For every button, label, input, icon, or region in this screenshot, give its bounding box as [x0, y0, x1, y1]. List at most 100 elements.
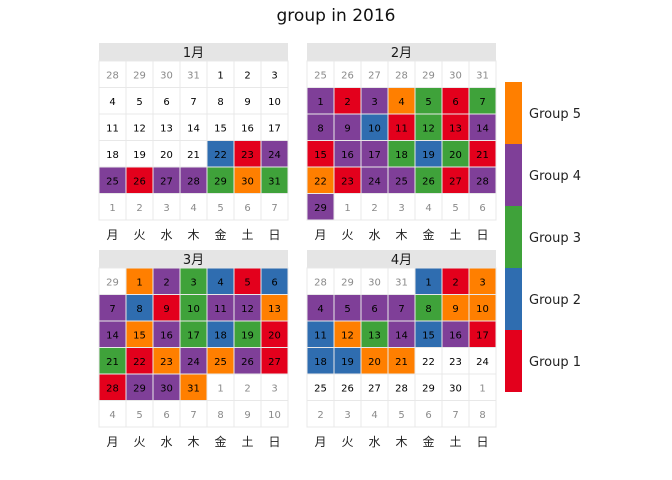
- day-number: 30: [449, 383, 462, 394]
- day-number: 29: [341, 277, 354, 288]
- day-number: 28: [314, 277, 327, 288]
- weekday-tick-label: 月: [314, 435, 326, 449]
- day-number: 2: [344, 97, 350, 108]
- day-cell: [260, 400, 289, 428]
- day-number: 11: [314, 330, 327, 341]
- day-number: 4: [109, 97, 115, 108]
- day-number: 13: [268, 304, 281, 315]
- legend-swatch: [505, 82, 522, 144]
- day-cell: [468, 87, 497, 115]
- weekday-tick-label: 木: [187, 228, 199, 242]
- day-number: 19: [341, 357, 354, 368]
- day-cell: [98, 60, 127, 88]
- day-cell: [125, 400, 154, 428]
- day-number: 3: [371, 97, 377, 108]
- day-number: 5: [425, 97, 431, 108]
- day-number: 5: [398, 410, 404, 421]
- day-cell: [152, 193, 181, 221]
- day-cell: [414, 373, 443, 401]
- day-cell: [125, 347, 154, 375]
- day-number: 21: [106, 357, 119, 368]
- day-number: 25: [214, 357, 227, 368]
- day-number: 17: [368, 150, 381, 161]
- day-number: 12: [422, 123, 435, 134]
- day-number: 21: [476, 150, 489, 161]
- day-cell: [206, 267, 235, 295]
- day-number: 22: [214, 150, 227, 161]
- day-number: 2: [317, 410, 323, 421]
- day-cell: [468, 267, 497, 295]
- day-cell: [360, 60, 389, 88]
- day-number: 6: [163, 410, 169, 421]
- day-number: 31: [476, 70, 489, 81]
- legend-swatch: [505, 268, 522, 330]
- day-number: 10: [476, 304, 489, 315]
- day-cell: [206, 193, 235, 221]
- month-strip: [307, 43, 496, 61]
- day-number: 11: [395, 123, 408, 134]
- day-number: 28: [395, 383, 408, 394]
- day-cell: [414, 193, 443, 221]
- day-number: 4: [371, 410, 377, 421]
- day-number: 27: [449, 176, 462, 187]
- day-number: 29: [214, 176, 227, 187]
- weekday-tick-label: 月: [106, 435, 118, 449]
- day-cell: [98, 320, 127, 348]
- day-number: 29: [106, 277, 119, 288]
- day-cell: [468, 373, 497, 401]
- day-number: 7: [479, 97, 485, 108]
- day-cell: [414, 400, 443, 428]
- day-cell: [233, 267, 262, 295]
- day-number: 1: [425, 277, 431, 288]
- weekday-tick-label: 火: [341, 435, 353, 449]
- weekday-tick-label: 水: [368, 228, 380, 242]
- day-cell: [360, 400, 389, 428]
- day-number: 14: [187, 123, 200, 134]
- day-number: 23: [241, 150, 254, 161]
- day-number: 30: [368, 277, 381, 288]
- day-cell: [387, 193, 416, 221]
- day-number: 10: [187, 304, 200, 315]
- day-cell: [414, 320, 443, 348]
- day-number: 7: [271, 203, 277, 214]
- day-cell: [360, 193, 389, 221]
- day-number: 9: [344, 123, 350, 134]
- month-label: 1月: [183, 46, 204, 61]
- day-cell: [360, 166, 389, 194]
- day-number: 15: [422, 330, 435, 341]
- day-cell: [98, 347, 127, 375]
- day-cell: [441, 400, 470, 428]
- day-number: 29: [133, 383, 146, 394]
- day-number: 3: [163, 203, 169, 214]
- legend-label: Group 3: [529, 231, 581, 246]
- day-number: 2: [244, 383, 250, 394]
- day-cell: [179, 347, 208, 375]
- day-cell: [260, 267, 289, 295]
- day-number: 2: [371, 203, 377, 214]
- day-number: 8: [217, 410, 223, 421]
- day-number: 1: [217, 70, 223, 81]
- day-cell: [260, 166, 289, 194]
- day-number: 23: [160, 357, 173, 368]
- day-cell: [387, 267, 416, 295]
- day-number: 10: [368, 123, 381, 134]
- day-number: 31: [268, 176, 281, 187]
- weekday-tick-label: 月: [314, 228, 326, 242]
- day-number: 2: [244, 70, 250, 81]
- weekday-tick-label: 月: [106, 228, 118, 242]
- day-number: 20: [160, 150, 173, 161]
- weekday-tick-label: 木: [187, 435, 199, 449]
- day-cell: [360, 87, 389, 115]
- day-number: 3: [190, 277, 196, 288]
- day-cell: [360, 140, 389, 168]
- day-number: 4: [190, 203, 196, 214]
- day-cell: [468, 347, 497, 375]
- day-number: 11: [214, 304, 227, 315]
- weekday-tick-label: 土: [449, 228, 461, 242]
- day-number: 29: [422, 383, 435, 394]
- day-number: 31: [187, 383, 200, 394]
- day-number: 27: [268, 357, 281, 368]
- day-number: 29: [314, 203, 327, 214]
- day-cell: [179, 267, 208, 295]
- weekday-tick-label: 日: [476, 435, 488, 449]
